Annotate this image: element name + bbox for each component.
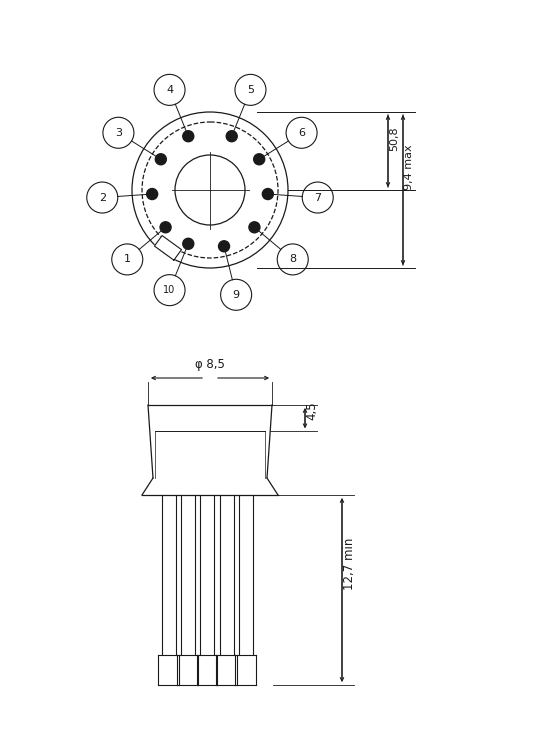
Text: φ 8,5: φ 8,5 [195,358,225,371]
Circle shape [262,188,273,200]
Circle shape [253,154,264,165]
Circle shape [219,241,230,252]
Circle shape [249,222,260,233]
Circle shape [183,238,194,249]
Text: 50,8: 50,8 [389,126,399,151]
Text: 5: 5 [247,85,254,95]
Text: 3: 3 [115,128,122,137]
Text: 6: 6 [298,128,305,137]
Text: 8: 8 [289,254,296,265]
Circle shape [226,131,237,142]
Text: 1: 1 [124,254,131,265]
Text: 10: 10 [164,285,176,295]
Circle shape [160,222,171,233]
Text: 12,7 min: 12,7 min [343,538,355,590]
Text: 4,5: 4,5 [305,401,318,420]
Text: 2: 2 [99,193,106,202]
Circle shape [147,188,158,200]
Text: 9,4 max: 9,4 max [404,144,414,190]
Polygon shape [154,236,181,260]
Text: 9: 9 [233,290,240,300]
Circle shape [183,131,194,142]
Circle shape [155,154,166,165]
Text: 7: 7 [314,193,321,202]
Text: 4: 4 [166,85,173,95]
